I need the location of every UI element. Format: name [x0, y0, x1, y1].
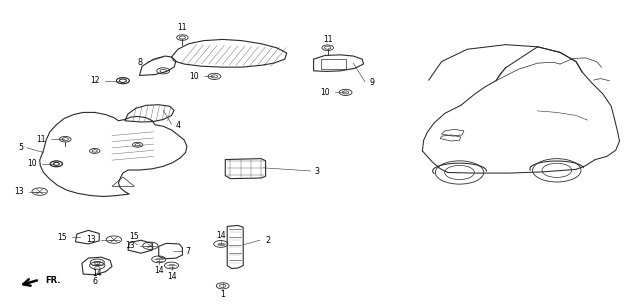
- Text: 11: 11: [178, 23, 187, 32]
- Text: 4: 4: [176, 120, 181, 130]
- Text: 15: 15: [129, 232, 140, 241]
- Text: 14: 14: [92, 269, 102, 278]
- Text: 10: 10: [189, 72, 198, 81]
- Text: 6: 6: [92, 277, 97, 286]
- Text: 15: 15: [57, 233, 67, 242]
- Text: 13: 13: [86, 235, 96, 244]
- Text: 10: 10: [321, 88, 330, 97]
- Text: 8: 8: [137, 58, 142, 67]
- Text: 11: 11: [36, 135, 46, 144]
- Text: 13: 13: [125, 241, 134, 250]
- Text: 14: 14: [154, 266, 164, 275]
- Text: 12: 12: [90, 76, 100, 85]
- Text: 14: 14: [166, 272, 177, 281]
- Text: 10: 10: [28, 159, 37, 168]
- Text: 7: 7: [186, 247, 191, 256]
- Text: FR.: FR.: [45, 276, 60, 285]
- Text: 1: 1: [220, 290, 225, 299]
- Text: 13: 13: [15, 187, 24, 196]
- Text: 11: 11: [323, 35, 332, 44]
- Text: 2: 2: [266, 236, 271, 245]
- Text: 5: 5: [18, 143, 23, 152]
- Text: 3: 3: [315, 167, 320, 176]
- Text: 9: 9: [370, 78, 375, 87]
- Text: 14: 14: [216, 231, 226, 240]
